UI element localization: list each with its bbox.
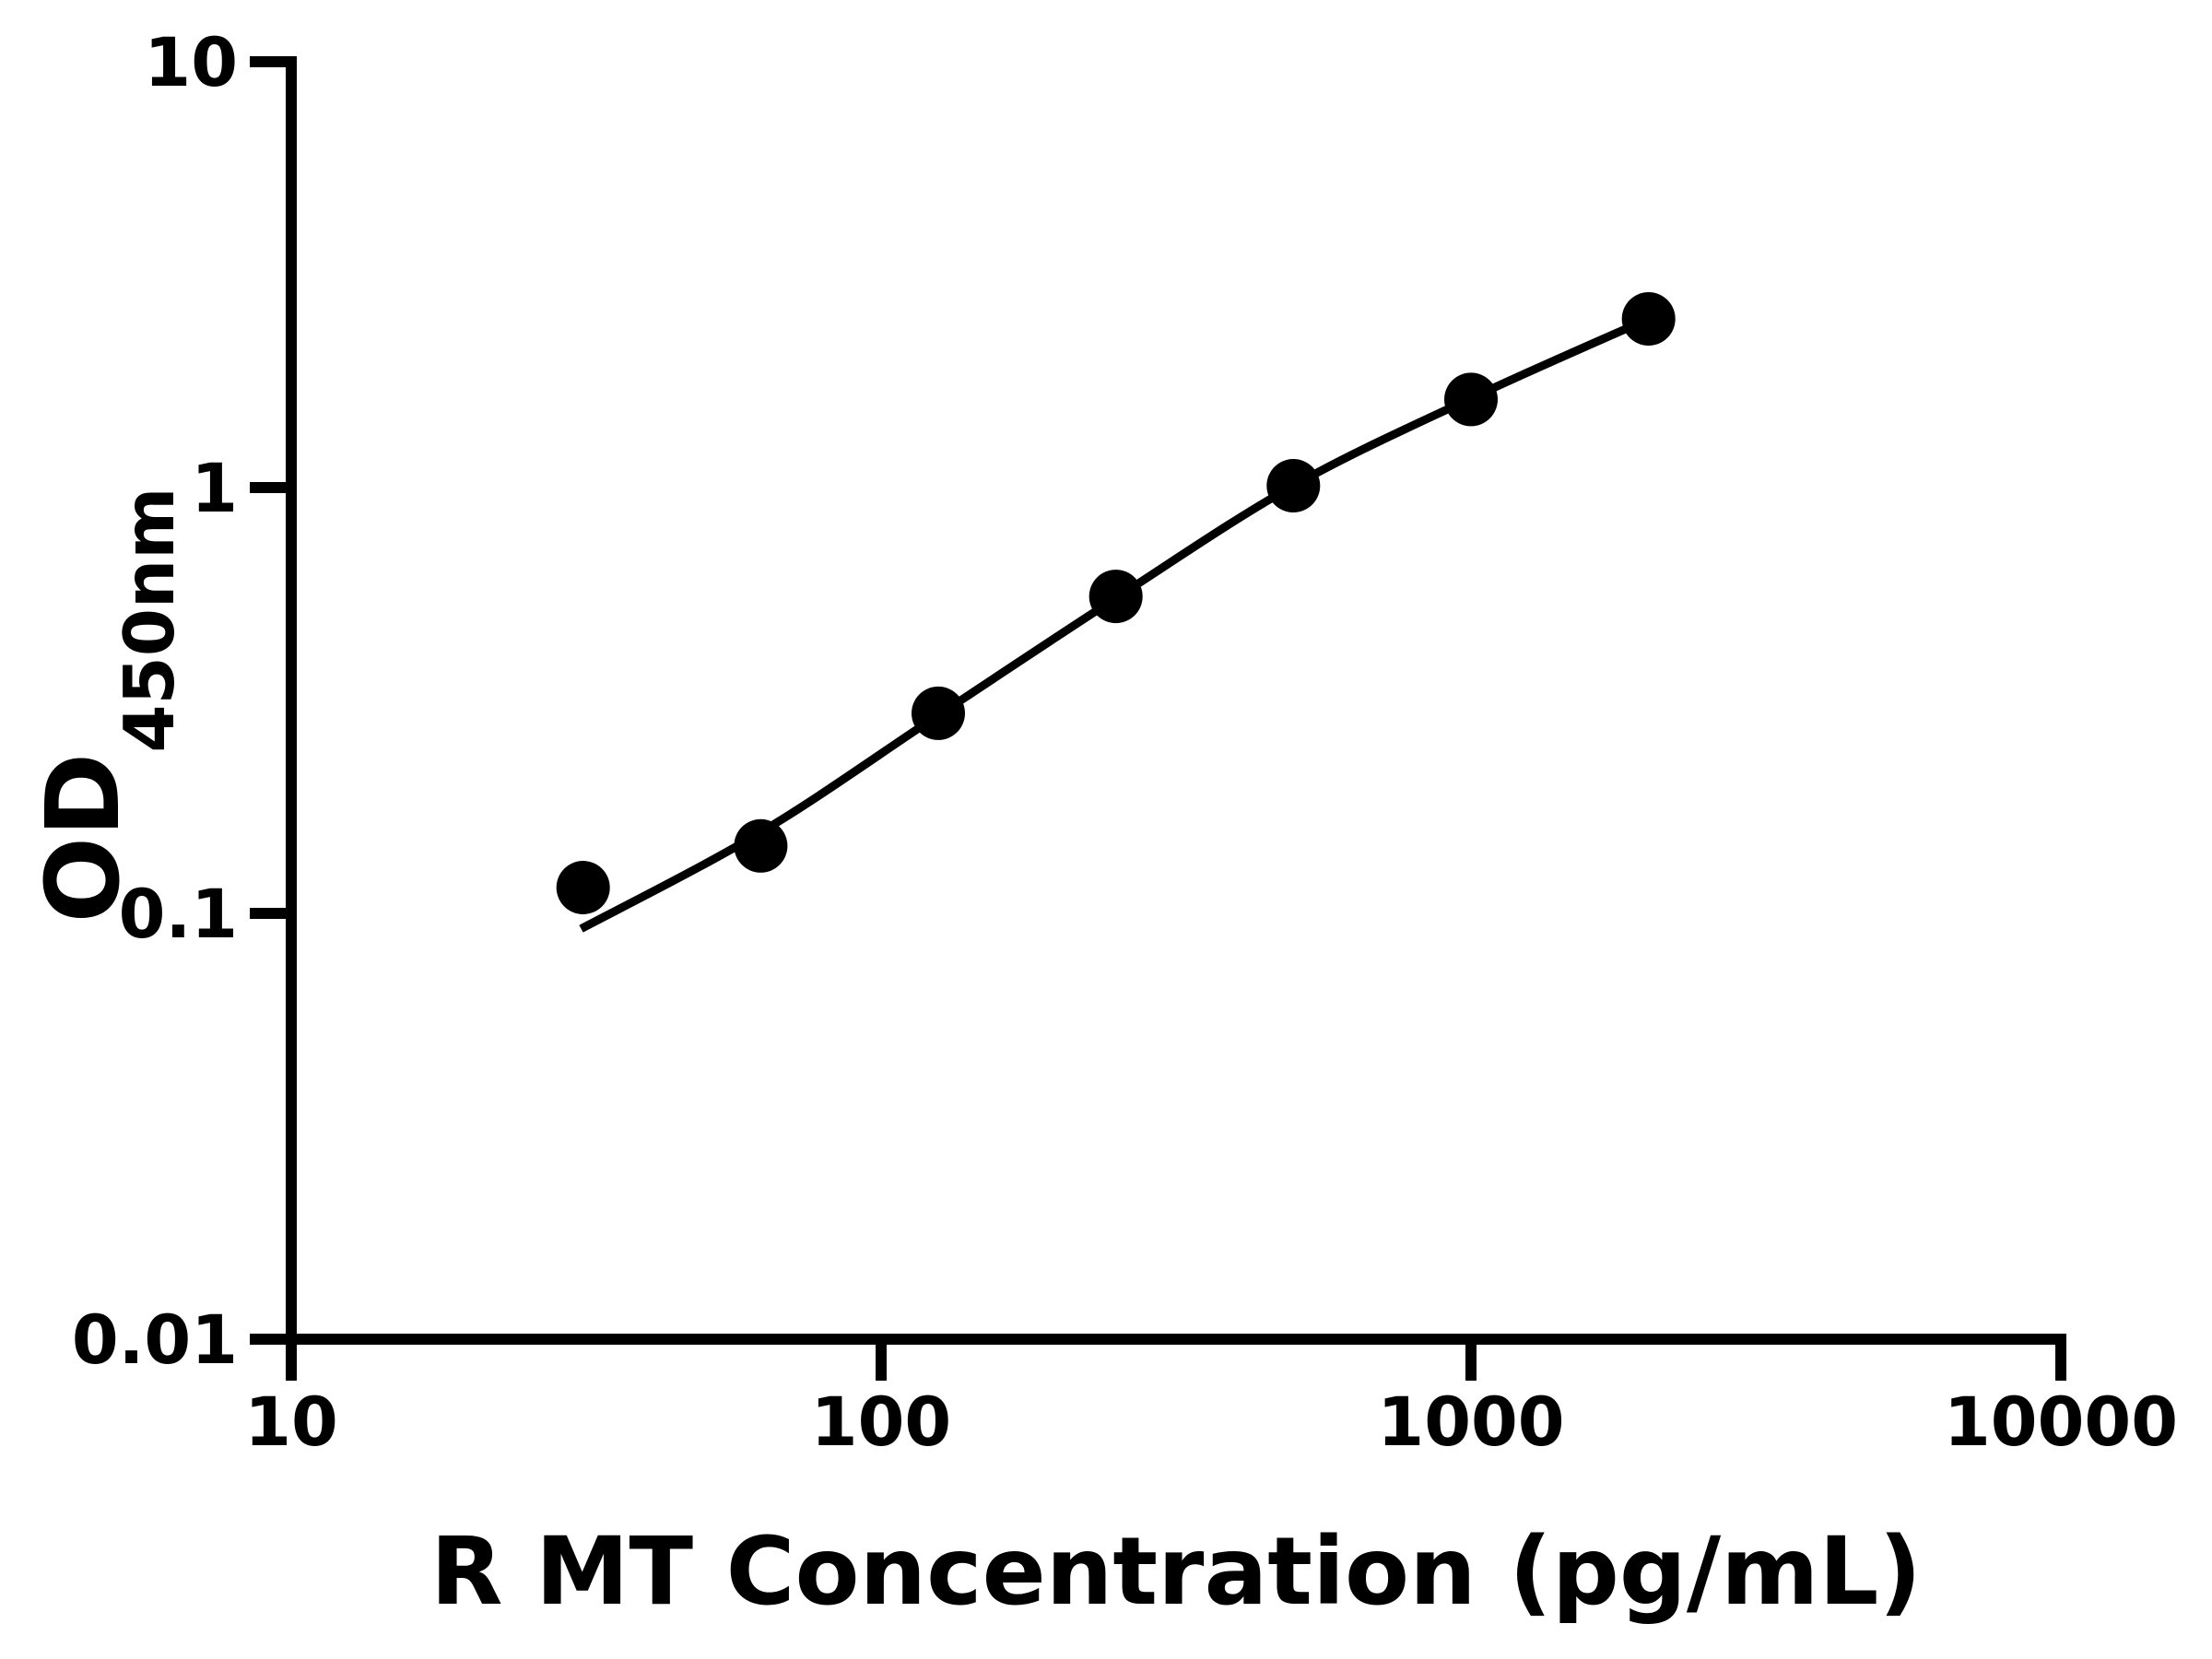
x-tick-label: 1000: [1377, 1383, 1564, 1462]
data-points: [556, 292, 1676, 914]
axes: [286, 56, 2066, 1345]
tick-marks: [250, 56, 2066, 1381]
data-point: [1088, 570, 1143, 624]
data-point: [1266, 459, 1321, 512]
y-tick-label: 10: [144, 24, 238, 102]
y-tick-label: 1: [191, 450, 238, 528]
x-axis-title: R MT Concentration (pg/mL): [430, 1517, 1922, 1627]
y-axis-title-main: OD: [24, 753, 142, 924]
tick-labels: 10 100 1000 10000 0.01 0.1 1 10: [72, 24, 2178, 1462]
data-point: [734, 818, 788, 873]
y-tick-label: 0.01: [72, 1301, 238, 1380]
x-tick-label: 100: [811, 1383, 951, 1462]
data-point: [556, 861, 610, 914]
data-point: [912, 686, 965, 740]
data-point: [1444, 372, 1498, 427]
x-tick-label: 10: [244, 1383, 338, 1462]
y-tick-label: 0.1: [119, 876, 238, 954]
y-axis-title: OD450nm: [24, 488, 190, 924]
data-point: [1621, 292, 1676, 346]
x-tick-label: 10000: [1944, 1383, 2178, 1462]
y-axis-title-sub: 450nm: [109, 488, 190, 753]
